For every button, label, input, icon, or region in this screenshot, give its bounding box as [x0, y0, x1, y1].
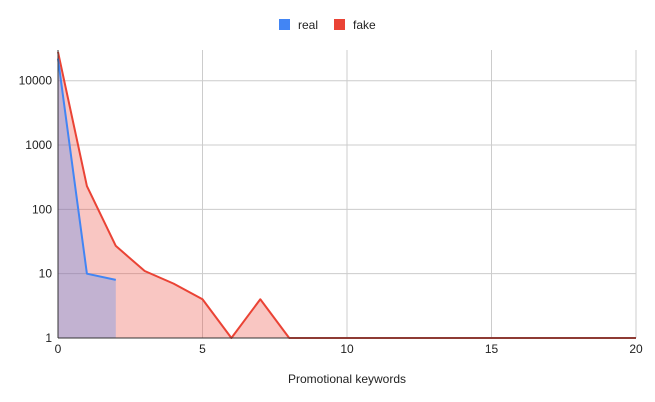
- y-tick-label: 1000: [25, 138, 52, 152]
- x-tick-label: 10: [340, 342, 354, 356]
- x-tick-label: 5: [199, 342, 206, 356]
- area-real: [58, 58, 116, 338]
- y-tick-label: 10000: [19, 74, 53, 88]
- x-tick-label: 0: [55, 342, 62, 356]
- grid: [58, 50, 637, 338]
- y-tick-label: 1: [45, 331, 52, 345]
- x-tick-label: 20: [629, 342, 643, 356]
- legend-swatch-fake: [334, 19, 345, 30]
- y-tick-label: 10: [39, 267, 53, 281]
- area-fake: [58, 51, 636, 339]
- legend-label-fake: fake: [353, 18, 376, 32]
- y-tick-label: 100: [32, 202, 52, 216]
- line-real: [57, 58, 117, 281]
- legend-swatch-real: [279, 19, 290, 30]
- x-axis-title: Promotional keywords: [288, 372, 406, 386]
- x-tick-label: 15: [485, 342, 499, 356]
- legend: real fake: [279, 18, 376, 32]
- legend-label-real: real: [298, 18, 318, 32]
- tick-labels: 1 10 100 1000 10000 0 5 10 15 20: [19, 74, 643, 356]
- axes: [57, 50, 636, 339]
- series-areas: [58, 51, 636, 339]
